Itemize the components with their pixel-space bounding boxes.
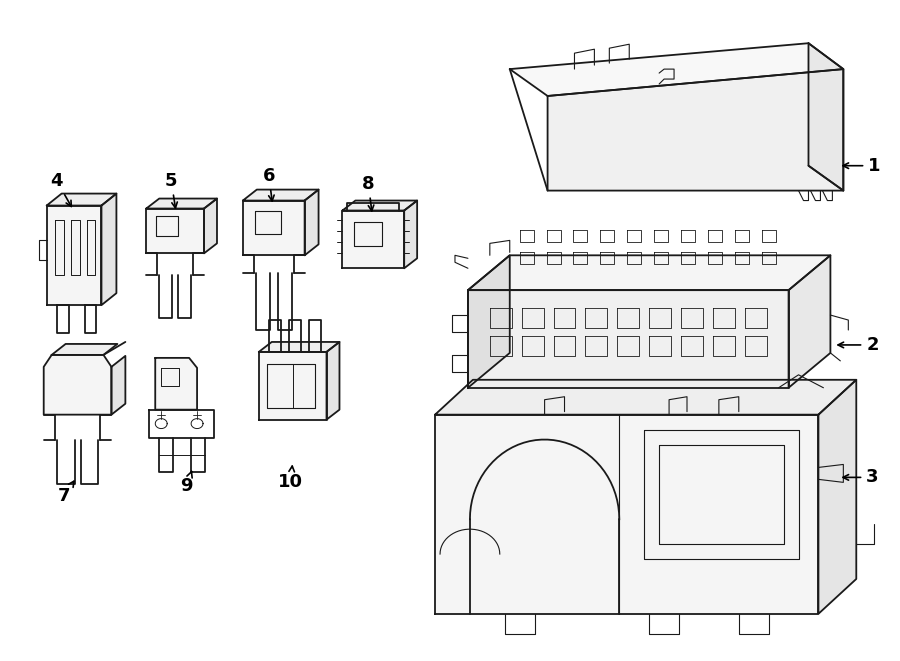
Polygon shape: [204, 198, 217, 253]
Polygon shape: [304, 190, 319, 255]
Polygon shape: [44, 355, 112, 414]
Polygon shape: [343, 200, 417, 210]
Polygon shape: [435, 414, 818, 614]
Polygon shape: [468, 255, 831, 290]
Polygon shape: [243, 190, 319, 200]
Polygon shape: [112, 356, 125, 414]
Polygon shape: [818, 380, 856, 614]
Polygon shape: [788, 255, 831, 388]
Polygon shape: [468, 255, 509, 388]
Polygon shape: [243, 200, 304, 255]
Polygon shape: [468, 290, 788, 388]
Text: 4: 4: [50, 172, 71, 206]
Polygon shape: [147, 208, 204, 253]
Polygon shape: [259, 342, 339, 352]
Text: 5: 5: [165, 172, 177, 208]
Polygon shape: [51, 344, 117, 355]
Polygon shape: [47, 194, 116, 206]
Polygon shape: [343, 210, 404, 268]
Text: 7: 7: [58, 481, 74, 505]
Polygon shape: [147, 198, 217, 208]
Polygon shape: [155, 358, 197, 410]
Polygon shape: [547, 69, 843, 190]
Polygon shape: [435, 380, 856, 414]
Text: 2: 2: [838, 336, 878, 354]
Polygon shape: [47, 206, 102, 305]
Polygon shape: [808, 43, 843, 190]
Polygon shape: [509, 43, 843, 96]
Text: 3: 3: [843, 469, 878, 486]
Text: 1: 1: [843, 157, 881, 175]
Text: 9: 9: [180, 471, 193, 495]
Text: 6: 6: [263, 167, 275, 201]
Text: 8: 8: [362, 175, 374, 211]
Polygon shape: [259, 352, 327, 420]
Polygon shape: [102, 194, 116, 305]
Polygon shape: [327, 342, 339, 420]
Text: 10: 10: [278, 466, 303, 491]
Polygon shape: [404, 200, 417, 268]
